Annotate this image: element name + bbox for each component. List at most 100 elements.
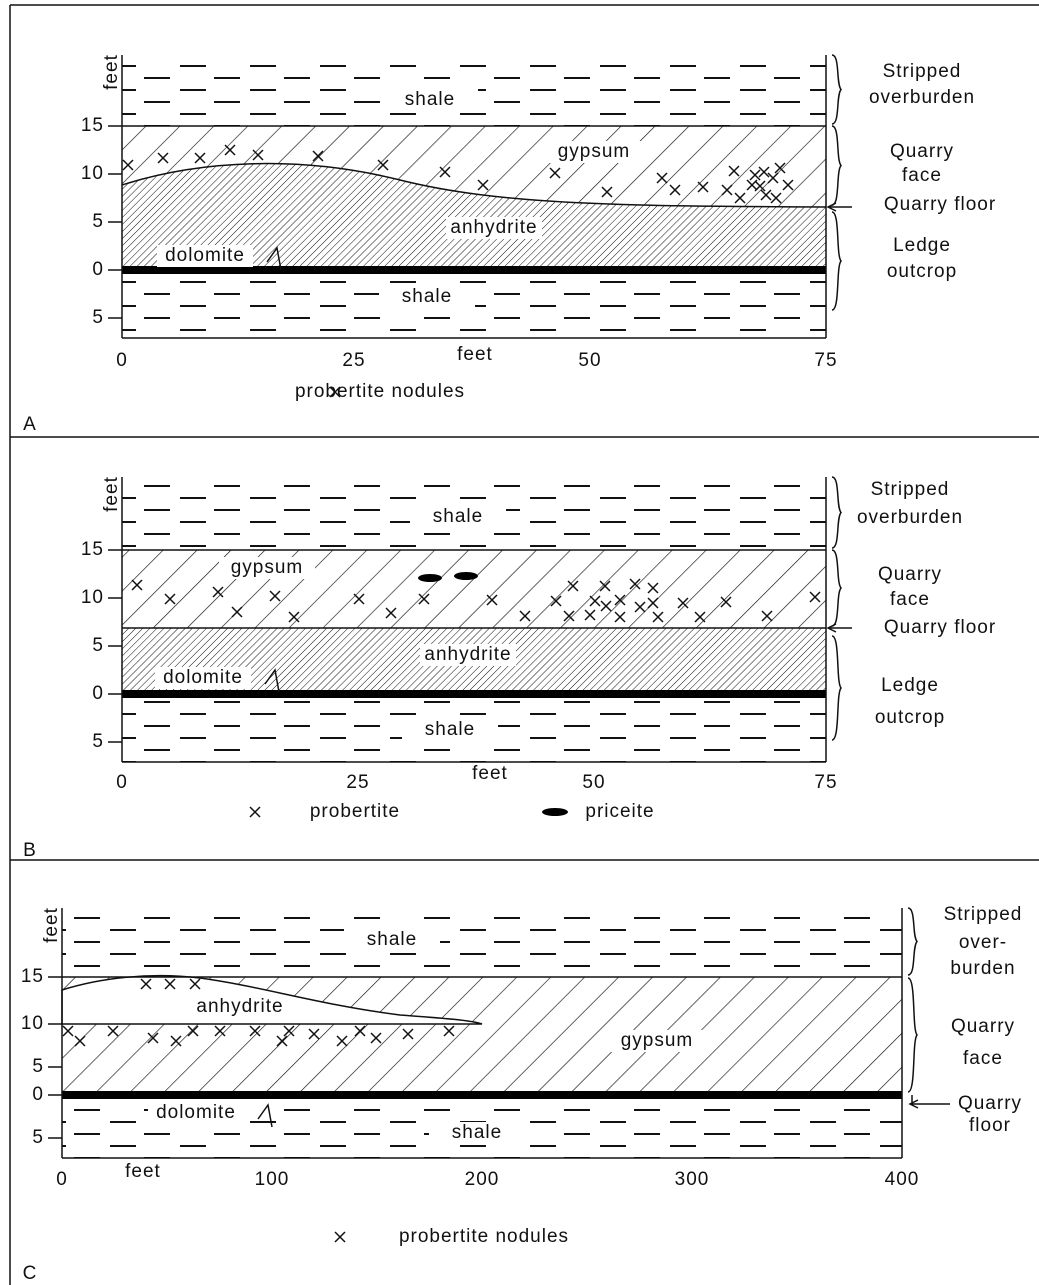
nodule-mark: [599, 580, 611, 592]
brace: [907, 977, 918, 1093]
nodule-mark: [754, 180, 766, 192]
nodule-mark: [354, 1025, 366, 1037]
side-label: Quarry floor: [884, 194, 996, 215]
nodule-mark: [697, 181, 709, 193]
label-bg: [446, 217, 542, 239]
x-tick-label: 25: [342, 350, 365, 371]
nodule-mark: [601, 186, 613, 198]
y-tick-label: 0: [32, 1084, 44, 1105]
legend-label: probertite nodules: [399, 1226, 569, 1247]
floor-arrow: [826, 202, 852, 212]
layer-label: gypsum: [231, 557, 304, 578]
layer-label: anhydrite: [450, 217, 537, 238]
nodule-mark: [170, 1035, 182, 1047]
nodule-mark: [385, 607, 397, 619]
panel-letter: A: [23, 414, 37, 435]
layer-label: dolomite: [163, 667, 243, 688]
nodule-mark: [761, 610, 773, 622]
y-tick-label: 5: [32, 1056, 44, 1077]
nodule-mark: [614, 594, 626, 606]
panel-letter: B: [23, 840, 37, 861]
pointer: [264, 668, 280, 693]
x-tick-label: 100: [255, 1169, 290, 1190]
label-bg: [546, 141, 642, 163]
label-bg: [609, 1030, 705, 1052]
side-label: floor: [969, 1115, 1011, 1136]
legend-label: probertite nodules: [295, 381, 465, 402]
nodule-mark: [334, 1231, 346, 1243]
brace: [831, 125, 842, 206]
layer-label: gypsum: [558, 141, 631, 162]
side-label: Quarry: [890, 141, 954, 162]
side-label: outcrop: [887, 261, 957, 282]
nodule-mark: [519, 610, 531, 622]
label-bg: [157, 245, 253, 267]
y-tick-label: 0: [92, 259, 104, 280]
y-tick-label: 15: [81, 539, 104, 560]
nodule-mark: [62, 1025, 74, 1037]
floor-arrow: [908, 1099, 950, 1109]
x-tick-label: 50: [582, 772, 605, 793]
pointer: [266, 246, 282, 271]
nodule-mark: [477, 179, 489, 191]
y-tick-label: 5: [32, 1127, 44, 1148]
y-tick-label: 5: [92, 635, 104, 656]
nodule-mark: [377, 159, 389, 171]
nodule-mark: [140, 978, 152, 990]
nodule-mark: [308, 1028, 320, 1040]
nodule-mark: [439, 166, 451, 178]
nodule-mark: [770, 192, 782, 204]
nodule-mark: [131, 579, 143, 591]
label-bg: [382, 89, 478, 111]
side-label: face: [890, 589, 930, 610]
priceite-legend-mark: [542, 808, 568, 816]
y-tick-label: 10: [21, 1013, 44, 1034]
legend-label: priceite: [585, 801, 654, 822]
nodule-mark: [122, 159, 134, 171]
side-label: Quarry: [951, 1016, 1015, 1037]
side-label: outcrop: [875, 707, 945, 728]
x-tick-label: 0: [116, 772, 128, 793]
label-bg: [192, 996, 288, 1018]
nodule-mark: [329, 386, 341, 398]
nodule-mark: [276, 1035, 288, 1047]
y-tick-label: 10: [81, 163, 104, 184]
nodule-mark: [669, 184, 681, 196]
brace: [831, 549, 842, 627]
label-bg: [420, 644, 516, 666]
pointer: [257, 1103, 273, 1128]
brace: [907, 907, 918, 976]
y-tick-label: 0: [92, 683, 104, 704]
x-axis-label: feet: [472, 763, 508, 784]
nodule-mark: [164, 593, 176, 605]
brace: [831, 211, 842, 311]
nodule-mark: [567, 580, 579, 592]
nodule-mark: [652, 611, 664, 623]
side-label: Ledge: [893, 235, 951, 256]
nodule-mark: [189, 978, 201, 990]
x-tick-label: 400: [885, 1169, 920, 1190]
side-label: Quarry floor: [884, 617, 996, 638]
nodule-mark: [312, 150, 324, 162]
nodule-mark: [634, 601, 646, 613]
nodule-mark: [249, 806, 261, 818]
label-bg: [429, 1122, 525, 1144]
nodule-mark: [694, 611, 706, 623]
panel-letter: C: [23, 1263, 38, 1284]
nodule-mark: [212, 586, 224, 598]
y-axis-label: feet: [41, 907, 62, 943]
x-tick-label: 75: [814, 350, 837, 371]
layer-label: gypsum: [621, 1030, 694, 1051]
label-bg: [344, 929, 440, 951]
x-tick-label: 0: [56, 1169, 68, 1190]
layer-label: dolomite: [165, 245, 245, 266]
layer-label: dolomite: [156, 1102, 236, 1123]
side-label: Stripped: [944, 904, 1023, 925]
nodule-mark: [563, 610, 575, 622]
nodule-mark: [74, 1035, 86, 1047]
side-label: Quarry: [958, 1093, 1022, 1114]
layer-label: shale: [425, 719, 475, 740]
floor-arrow: [826, 623, 852, 633]
x-axis-label: feet: [125, 1161, 161, 1182]
nodule-mark: [760, 189, 772, 201]
